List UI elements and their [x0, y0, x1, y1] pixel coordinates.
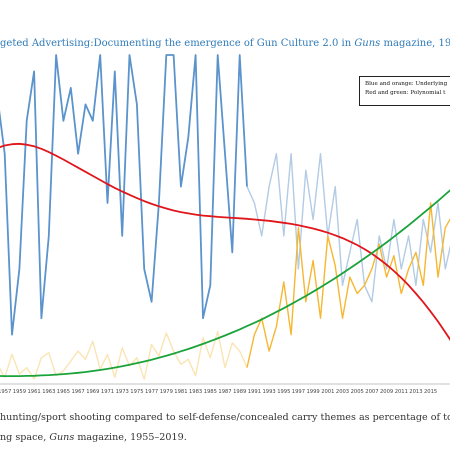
- caption-line-1: hunting/sport shooting compared to self-…: [0, 412, 450, 423]
- orange-series-late-line: [246, 202, 450, 368]
- x-tick-label: 1995: [277, 389, 290, 395]
- blue-series-early-line: [0, 54, 248, 336]
- chart-title: geted Advertising:Documenting the emerge…: [0, 38, 450, 54]
- x-tick-label: 1993: [262, 389, 275, 395]
- x-tick-label: 1967: [71, 389, 84, 395]
- x-tick-label: 1965: [57, 389, 70, 395]
- x-tick-label: 1999: [306, 389, 319, 395]
- red-trend-line: [0, 142, 450, 341]
- x-tick-label: 1997: [292, 389, 305, 395]
- chart-title-prefix: geted Advertising:Documenting the emerge…: [0, 38, 355, 49]
- orange-series-early-line: [0, 330, 248, 380]
- x-tick-label: 1987: [218, 389, 231, 395]
- x-tick-label: 1973: [116, 389, 129, 395]
- chart-title-suffix: magazine, 1955–2019: [383, 38, 450, 49]
- line-chart: 1957195919611963196519671969197119731975…: [0, 54, 450, 395]
- x-tick-label: 2009: [380, 389, 393, 395]
- x-tick-label: 2007: [365, 389, 378, 395]
- x-tick-label: 2013: [409, 389, 422, 395]
- x-tick-label: 1981: [174, 389, 187, 395]
- orange-series-layer: [246, 202, 450, 368]
- chart-title-emph: Guns: [354, 38, 381, 49]
- x-tick-label: 2001: [321, 389, 334, 395]
- x-tick-label: 1969: [86, 389, 99, 395]
- x-tick-label: 1963: [42, 389, 55, 395]
- light-series-layer: [0, 153, 450, 380]
- caption-line-2-prefix: ng space,: [0, 432, 50, 443]
- legend-box: Blue and orange: Underlying Red and gree…: [359, 76, 450, 106]
- x-tick-label: 2005: [351, 389, 364, 395]
- legend-line-1: Blue and orange: Underlying: [365, 81, 448, 87]
- x-tick-label: 1959: [13, 389, 26, 395]
- x-tick-labels: 1957195919611963196519671969197119731975…: [0, 389, 437, 395]
- x-tick-label: 1977: [145, 389, 158, 395]
- blue-series-layer: [0, 54, 248, 336]
- caption-line-2-suffix: magazine, 1955–2019.: [74, 432, 187, 443]
- x-tick-label: 2003: [336, 389, 349, 395]
- caption-line-2: ng space, Guns magazine, 1955–2019.: [0, 428, 450, 448]
- x-tick-label: 1979: [160, 389, 173, 395]
- caption-line-2-emph: Guns: [49, 432, 75, 443]
- x-tick-label: 1985: [204, 389, 217, 395]
- x-tick-label: 1957: [0, 389, 11, 395]
- x-tick-label: 1991: [248, 389, 261, 395]
- blue-series-late-line: [246, 153, 450, 303]
- x-tick-label: 1961: [27, 389, 40, 395]
- figure-caption: hunting/sport shooting compared to self-…: [0, 408, 450, 448]
- green-trend-line: [0, 189, 450, 377]
- x-tick-label: 1971: [101, 389, 114, 395]
- x-tick-label: 1975: [130, 389, 143, 395]
- x-tick-label: 2011: [395, 389, 408, 395]
- x-tick-label: 1989: [233, 389, 246, 395]
- x-tick-label: 1983: [189, 389, 202, 395]
- x-tick-label: 2015: [424, 389, 437, 395]
- legend-line-2: Red and green: Polynomial t: [365, 90, 446, 96]
- trend-lines-layer: [0, 142, 450, 377]
